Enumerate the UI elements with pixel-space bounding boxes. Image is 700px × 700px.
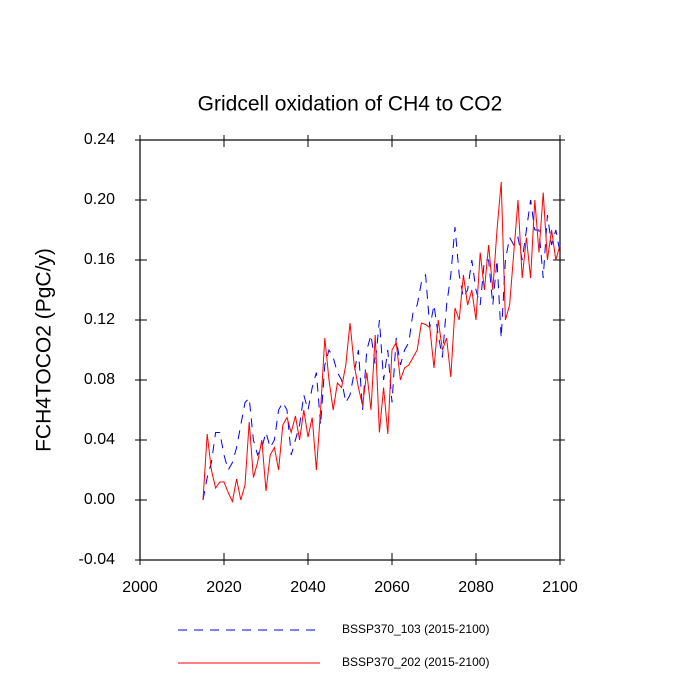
y-tick-label: 0.16 [84,251,115,268]
y-tick-label: 0.12 [84,311,115,328]
x-tick-label: 2080 [458,579,494,596]
plot-frame [139,139,561,561]
x-tick-label: 2040 [290,579,326,596]
x-tick-label: 2100 [542,579,578,596]
y-tick-label: -0.04 [79,551,116,568]
legend-label: BSSP370_202 (2015-2100) [342,655,489,669]
y-tick-label: 0.20 [84,191,115,208]
x-tick-label: 2020 [206,579,242,596]
legend-label: BSSP370_103 (2015-2100) [342,622,489,636]
x-tick-label: 2000 [122,579,158,596]
y-tick-label: 0.24 [84,131,115,148]
data-line [202,199,561,501]
y-tick-label: 0.04 [84,431,115,448]
data-line [202,181,561,504]
y-axis-label: FCH4TOCO2 (PgC/y) [33,248,56,452]
x-tick-label: 2060 [374,579,410,596]
y-tick-label: 0.00 [84,491,115,508]
chart-title: Gridcell oxidation of CH4 to CO2 [198,93,503,116]
y-tick-label: 0.08 [84,371,115,388]
